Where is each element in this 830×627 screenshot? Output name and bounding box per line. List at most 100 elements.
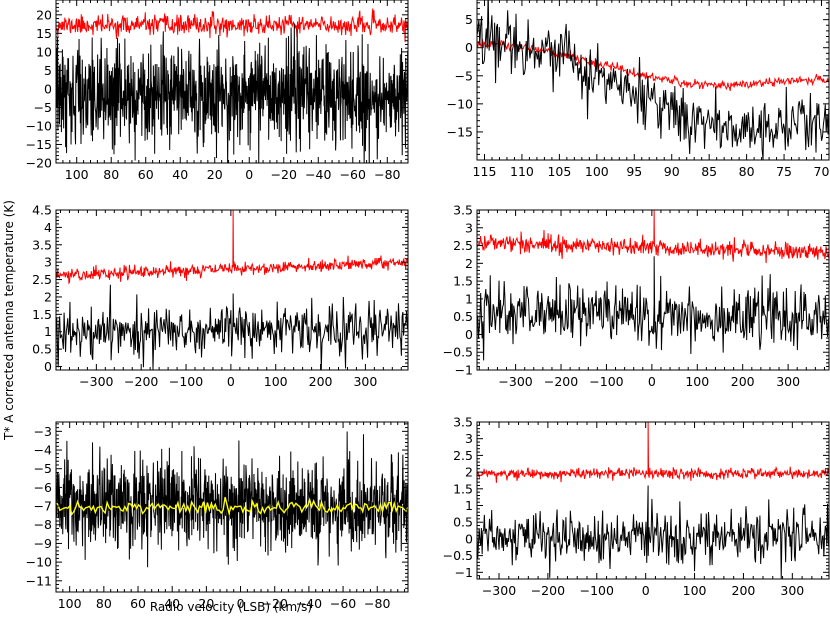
y-tick-label: 4.5 [32, 203, 52, 218]
x-tick-label: 0 [648, 374, 656, 389]
x-tick-label: −80 [374, 167, 400, 182]
y-tick-label: −1 [455, 363, 473, 378]
x-tick-label: 60 [138, 167, 154, 182]
x-tick-label: −300 [79, 374, 113, 389]
y-tick-label: −7 [34, 499, 52, 514]
plot-frame [476, 209, 830, 371]
y-tick-label: 5 [465, 12, 473, 27]
y-tick-label: 1 [465, 291, 473, 306]
x-tick-label: 40 [172, 167, 188, 182]
y-tick-label: −8 [34, 517, 52, 532]
x-tick-label: −40 [305, 167, 331, 182]
y-tick-label: −6 [34, 480, 52, 495]
y-tick-label: 0.5 [453, 309, 473, 324]
x-axis-label: Radio velocity (LSB) (km/s) [150, 600, 312, 614]
x-tick-label: 0 [227, 374, 235, 389]
y-tick-label: 0 [465, 40, 473, 55]
y-tick-label: 3 [44, 255, 52, 270]
series-line-0 [477, 422, 829, 483]
series-line-0 [56, 8, 408, 42]
x-tick-label: 90 [664, 164, 680, 179]
y-tick-label: 2 [44, 289, 52, 304]
x-tick-label: 0 [237, 596, 245, 611]
x-tick-label: 300 [780, 583, 804, 598]
y-tick-label: 4 [44, 220, 52, 235]
y-tick-label: −5 [34, 100, 52, 115]
y-tick-label: 2 [465, 256, 473, 271]
y-tick-label: 2.5 [453, 448, 473, 463]
x-tick-label: 80 [96, 596, 112, 611]
panel-middle-right: −300 −200 −100 0 100 200 300 −1 −0.5 0 0.5 1 1.5 2 2.5… [443, 203, 830, 389]
y-tick-label: −1 [455, 565, 473, 580]
x-tick-label: 75 [776, 164, 792, 179]
y-tick-label: 3.5 [32, 237, 52, 252]
y-tick-label: −10 [26, 555, 52, 570]
x-tick-label: −40 [296, 596, 322, 611]
y-tick-label: 1 [44, 324, 52, 339]
y-tick-label: −20 [26, 156, 52, 171]
y-tick-label: −15 [447, 124, 473, 139]
x-tick-label: 115 [473, 164, 497, 179]
y-tick-label: 2.5 [32, 272, 52, 287]
y-tick-label: 1.5 [32, 307, 52, 322]
y-tick-label: −4 [34, 443, 52, 458]
x-tick-label: 105 [547, 164, 571, 179]
x-tick-label: 85 [701, 164, 717, 179]
x-tick-label: 200 [731, 374, 755, 389]
x-tick-label: −300 [498, 374, 532, 389]
panel-middle-left: −300 −200 −100 0 100 200 300 0 0.5 1 1.5 2 2.5 3 3.5 4 4… [32, 203, 409, 389]
y-tick-label: −5 [34, 461, 52, 476]
x-tick-label: −100 [169, 374, 203, 389]
chart-panels: 100 80 60 40 20 0 −20 −40 −60 −80−20−15−10−505101… [26, 0, 830, 611]
x-tick-label: 20 [198, 596, 214, 611]
x-tick-label: −100 [589, 374, 623, 389]
plot-frame [476, 421, 830, 580]
y-tick-label: 1.5 [453, 481, 473, 496]
x-tick-label: −200 [544, 374, 578, 389]
series-line-0 [477, 38, 829, 92]
series-line-0 [56, 431, 408, 568]
panel-top-right: 115 110 105 100 95 90 85 80 75 70 −15 −10 −5 0 5 [447, 0, 830, 179]
x-tick-label: 100 [585, 164, 609, 179]
series-line-1 [477, 0, 829, 160]
panel-bottom-left: 100 80 60 40 20 0 −20 −40 −60 −80 −11 −10 −9 −8 −7 −6 −5… [26, 421, 409, 611]
y-tick-label: 3 [465, 220, 473, 235]
y-tick-label: 3.5 [453, 415, 473, 430]
x-tick-label: 300 [776, 374, 800, 389]
x-tick-label: −60 [330, 596, 356, 611]
series-line-1 [477, 485, 829, 579]
y-tick-label: −9 [34, 536, 52, 551]
panel-bottom-right: −300 −200 −100 0 100 200 300−1−0.500.511.522.5… [443, 415, 830, 598]
x-tick-label: 100 [683, 583, 707, 598]
x-tick-label: 0 [642, 583, 650, 598]
x-tick-label: 100 [685, 374, 709, 389]
y-tick-label: 2.5 [453, 238, 473, 253]
y-tick-label: −10 [26, 118, 52, 133]
y-tick-label: −5 [455, 68, 473, 83]
y-tick-label: −3 [34, 424, 52, 439]
x-tick-label: −20 [271, 167, 297, 182]
y-tick-label: 10 [36, 44, 52, 59]
y-tick-label: 15 [36, 26, 52, 41]
x-tick-label: −200 [124, 374, 158, 389]
panel-top-left: 100 80 60 40 20 0 −20 −40 −60 −80 −20 −15 −10 −5 0 5 10 1… [26, 0, 409, 182]
x-tick-label: 200 [309, 374, 333, 389]
x-tick-label: 80 [739, 164, 755, 179]
y-tick-label: 0.5 [453, 515, 473, 530]
y-tick-label: 2 [465, 465, 473, 480]
x-tick-label: 20 [207, 167, 223, 182]
y-tick-label: 3.5 [453, 203, 473, 218]
x-tick-label: −300 [482, 583, 516, 598]
series-line-0 [56, 210, 408, 285]
x-tick-label: 100 [65, 167, 89, 182]
y-tick-label: 1 [465, 498, 473, 513]
x-tick-label: 0 [245, 167, 253, 182]
series-line-1 [56, 284, 408, 370]
x-tick-label: −20 [262, 596, 288, 611]
x-tick-label: 40 [164, 596, 180, 611]
x-tick-label: −80 [364, 596, 390, 611]
x-tick-label: 100 [58, 596, 82, 611]
y-tick-label: 20 [36, 7, 52, 22]
y-tick-label: −0.5 [443, 548, 473, 563]
y-tick-label: −10 [447, 96, 473, 111]
